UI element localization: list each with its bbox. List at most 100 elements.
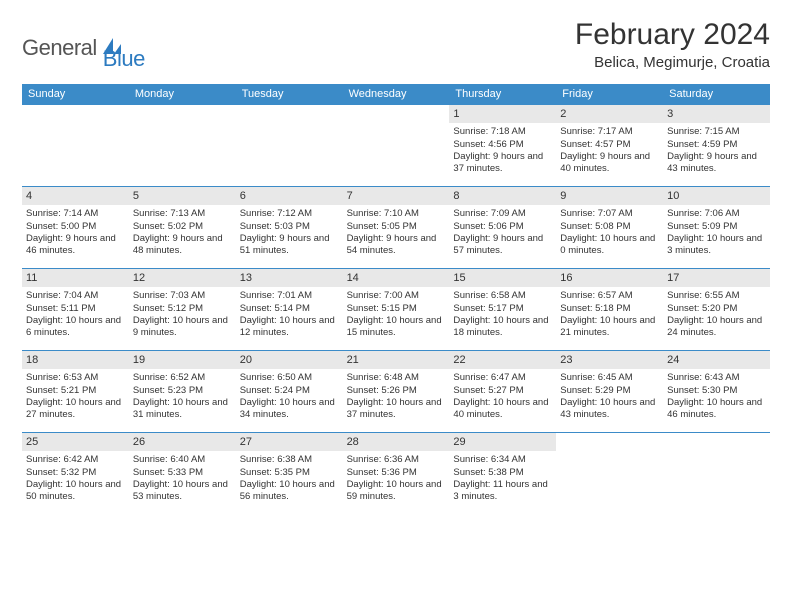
calendar-grid: SundayMondayTuesdayWednesdayThursdayFrid… [22,84,770,514]
date-number: 11 [22,269,129,287]
day-cell: 4Sunrise: 7:14 AMSunset: 5:00 PMDaylight… [22,186,129,268]
sunrise-line: Sunrise: 7:17 AM [560,126,659,138]
day-cell: 21Sunrise: 6:48 AMSunset: 5:26 PMDayligh… [343,350,450,432]
day-header: Saturday [663,84,770,104]
date-number: 20 [236,351,343,369]
date-number: 25 [22,433,129,451]
sunset-line: Sunset: 5:02 PM [133,221,232,233]
sunrise-line: Sunrise: 6:40 AM [133,454,232,466]
sunset-line: Sunset: 5:35 PM [240,467,339,479]
daylight-line: Daylight: 10 hours and 3 minutes. [667,233,766,258]
date-number: 21 [343,351,450,369]
date-number: 8 [449,187,556,205]
sunset-line: Sunset: 5:05 PM [347,221,446,233]
date-number: 1 [449,105,556,123]
sunrise-line: Sunrise: 6:47 AM [453,372,552,384]
date-number: 24 [663,351,770,369]
date-number: 27 [236,433,343,451]
daylight-line: Daylight: 10 hours and 43 minutes. [560,397,659,422]
sunrise-line: Sunrise: 6:43 AM [667,372,766,384]
sunset-line: Sunset: 5:08 PM [560,221,659,233]
sunset-line: Sunset: 5:15 PM [347,303,446,315]
date-number: 5 [129,187,236,205]
daylight-line: Daylight: 10 hours and 37 minutes. [347,397,446,422]
date-number: 14 [343,269,450,287]
date-number: 28 [343,433,450,451]
day-cell: 16Sunrise: 6:57 AMSunset: 5:18 PMDayligh… [556,268,663,350]
day-cell: 10Sunrise: 7:06 AMSunset: 5:09 PMDayligh… [663,186,770,268]
date-number: 12 [129,269,236,287]
logo-text-general: General [22,35,97,61]
daylight-line: Daylight: 10 hours and 27 minutes. [26,397,125,422]
logo: General Blue [22,18,145,72]
day-cell: 17Sunrise: 6:55 AMSunset: 5:20 PMDayligh… [663,268,770,350]
day-cell: 22Sunrise: 6:47 AMSunset: 5:27 PMDayligh… [449,350,556,432]
sunrise-line: Sunrise: 6:34 AM [453,454,552,466]
date-number: 23 [556,351,663,369]
daylight-line: Daylight: 10 hours and 15 minutes. [347,315,446,340]
date-number: 13 [236,269,343,287]
sunset-line: Sunset: 5:21 PM [26,385,125,397]
sunrise-line: Sunrise: 6:52 AM [133,372,232,384]
day-header: Sunday [22,84,129,104]
day-header: Friday [556,84,663,104]
day-cell: 7Sunrise: 7:10 AMSunset: 5:05 PMDaylight… [343,186,450,268]
sunrise-line: Sunrise: 6:38 AM [240,454,339,466]
sunset-line: Sunset: 5:14 PM [240,303,339,315]
date-number: 4 [22,187,129,205]
sunset-line: Sunset: 5:30 PM [667,385,766,397]
sunset-line: Sunset: 5:27 PM [453,385,552,397]
daylight-line: Daylight: 9 hours and 46 minutes. [26,233,125,258]
daylight-line: Daylight: 9 hours and 37 minutes. [453,151,552,176]
sunrise-line: Sunrise: 7:03 AM [133,290,232,302]
sunrise-line: Sunrise: 6:50 AM [240,372,339,384]
sunrise-line: Sunrise: 6:45 AM [560,372,659,384]
daylight-line: Daylight: 10 hours and 9 minutes. [133,315,232,340]
sunrise-line: Sunrise: 7:09 AM [453,208,552,220]
day-cell: 13Sunrise: 7:01 AMSunset: 5:14 PMDayligh… [236,268,343,350]
sunset-line: Sunset: 5:38 PM [453,467,552,479]
daylight-line: Daylight: 10 hours and 31 minutes. [133,397,232,422]
day-cell: 27 Sunrise: 6:38 AMSunset: 5:35 PMDayligh… [236,432,343,514]
sunrise-line: Sunrise: 7:14 AM [26,208,125,220]
daylight-line: Daylight: 9 hours and 48 minutes. [133,233,232,258]
date-number: 15 [449,269,556,287]
sunrise-line: Sunrise: 7:10 AM [347,208,446,220]
date-number: 3 [663,105,770,123]
sunset-line: Sunset: 5:33 PM [133,467,232,479]
daylight-line: Daylight: 10 hours and 46 minutes. [667,397,766,422]
date-number: 26 [129,433,236,451]
title-block: February 2024 Belica, Megimurje, Croatia [575,18,770,71]
sunrise-line: Sunrise: 7:04 AM [26,290,125,302]
sunset-line: Sunset: 5:03 PM [240,221,339,233]
day-header: Wednesday [343,84,450,104]
sunset-line: Sunset: 5:23 PM [133,385,232,397]
daylight-line: Daylight: 9 hours and 43 minutes. [667,151,766,176]
day-cell: 15Sunrise: 6:58 AMSunset: 5:17 PMDayligh… [449,268,556,350]
sunset-line: Sunset: 4:59 PM [667,139,766,151]
day-cell: 20Sunrise: 6:50 AMSunset: 5:24 PMDayligh… [236,350,343,432]
daylight-line: Daylight: 10 hours and 24 minutes. [667,315,766,340]
daylight-line: Daylight: 10 hours and 59 minutes. [347,479,446,504]
daylight-line: Daylight: 10 hours and 6 minutes. [26,315,125,340]
sunrise-line: Sunrise: 7:00 AM [347,290,446,302]
date-number: 6 [236,187,343,205]
sunset-line: Sunset: 4:56 PM [453,139,552,151]
sunrise-line: Sunrise: 7:12 AM [240,208,339,220]
sunrise-line: Sunrise: 6:55 AM [667,290,766,302]
daylight-line: Daylight: 10 hours and 50 minutes. [26,479,125,504]
sunrise-line: Sunrise: 7:07 AM [560,208,659,220]
date-number: 10 [663,187,770,205]
sunset-line: Sunset: 5:20 PM [667,303,766,315]
daylight-line: Daylight: 10 hours and 53 minutes. [133,479,232,504]
day-cell: 5Sunrise: 7:13 AMSunset: 5:02 PMDaylight… [129,186,236,268]
sunset-line: Sunset: 5:06 PM [453,221,552,233]
date-number: 2 [556,105,663,123]
sunset-line: Sunset: 5:26 PM [347,385,446,397]
day-cell: 28Sunrise: 6:36 AMSunset: 5:36 PMDayligh… [343,432,450,514]
day-cell: 25Sunrise: 6:42 AMSunset: 5:32 PMDayligh… [22,432,129,514]
daylight-line: Daylight: 9 hours and 40 minutes. [560,151,659,176]
header-row: General Blue February 2024 Belica, Megim… [22,18,770,72]
day-cell: 8Sunrise: 7:09 AMSunset: 5:06 PMDaylight… [449,186,556,268]
daylight-line: Daylight: 10 hours and 56 minutes. [240,479,339,504]
